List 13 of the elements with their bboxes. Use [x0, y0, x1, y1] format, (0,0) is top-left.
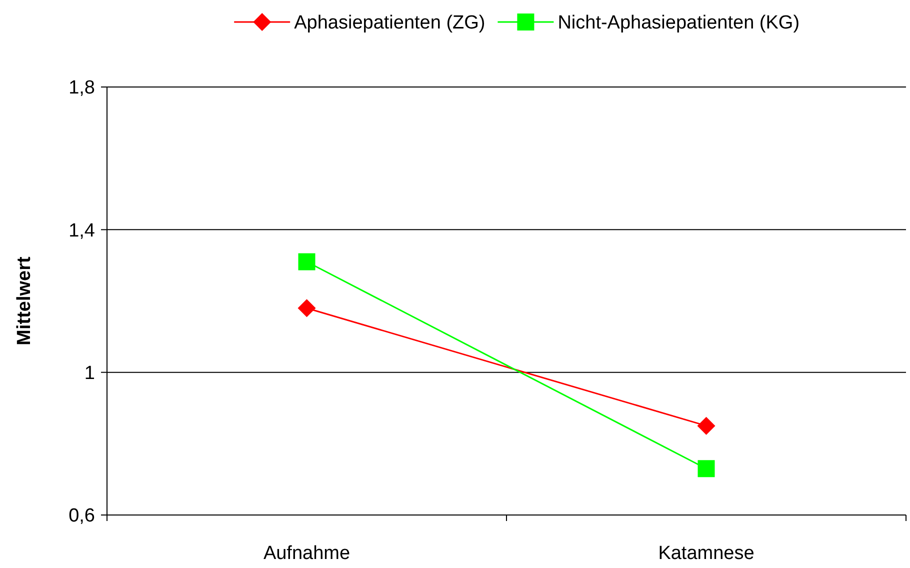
y-tick-label: 1,8 [68, 78, 95, 99]
point [697, 416, 716, 435]
y-tick-label: 1,4 [68, 220, 96, 242]
point [698, 460, 715, 478]
y-tick-label: 0,6 [68, 506, 95, 527]
y-tick-label: 1 [84, 362, 95, 384]
point [298, 253, 316, 270]
legend-label: Aphasiepatienten (ZG) [294, 12, 486, 34]
x-tick-label: Aufnahme [263, 543, 350, 564]
y-axis-title: Mittelwert [14, 256, 35, 346]
legend-label: Nicht-Aphasiepatienten (KG) [558, 12, 800, 34]
point [298, 299, 316, 318]
x-tick-label: Katamnese [658, 543, 754, 564]
